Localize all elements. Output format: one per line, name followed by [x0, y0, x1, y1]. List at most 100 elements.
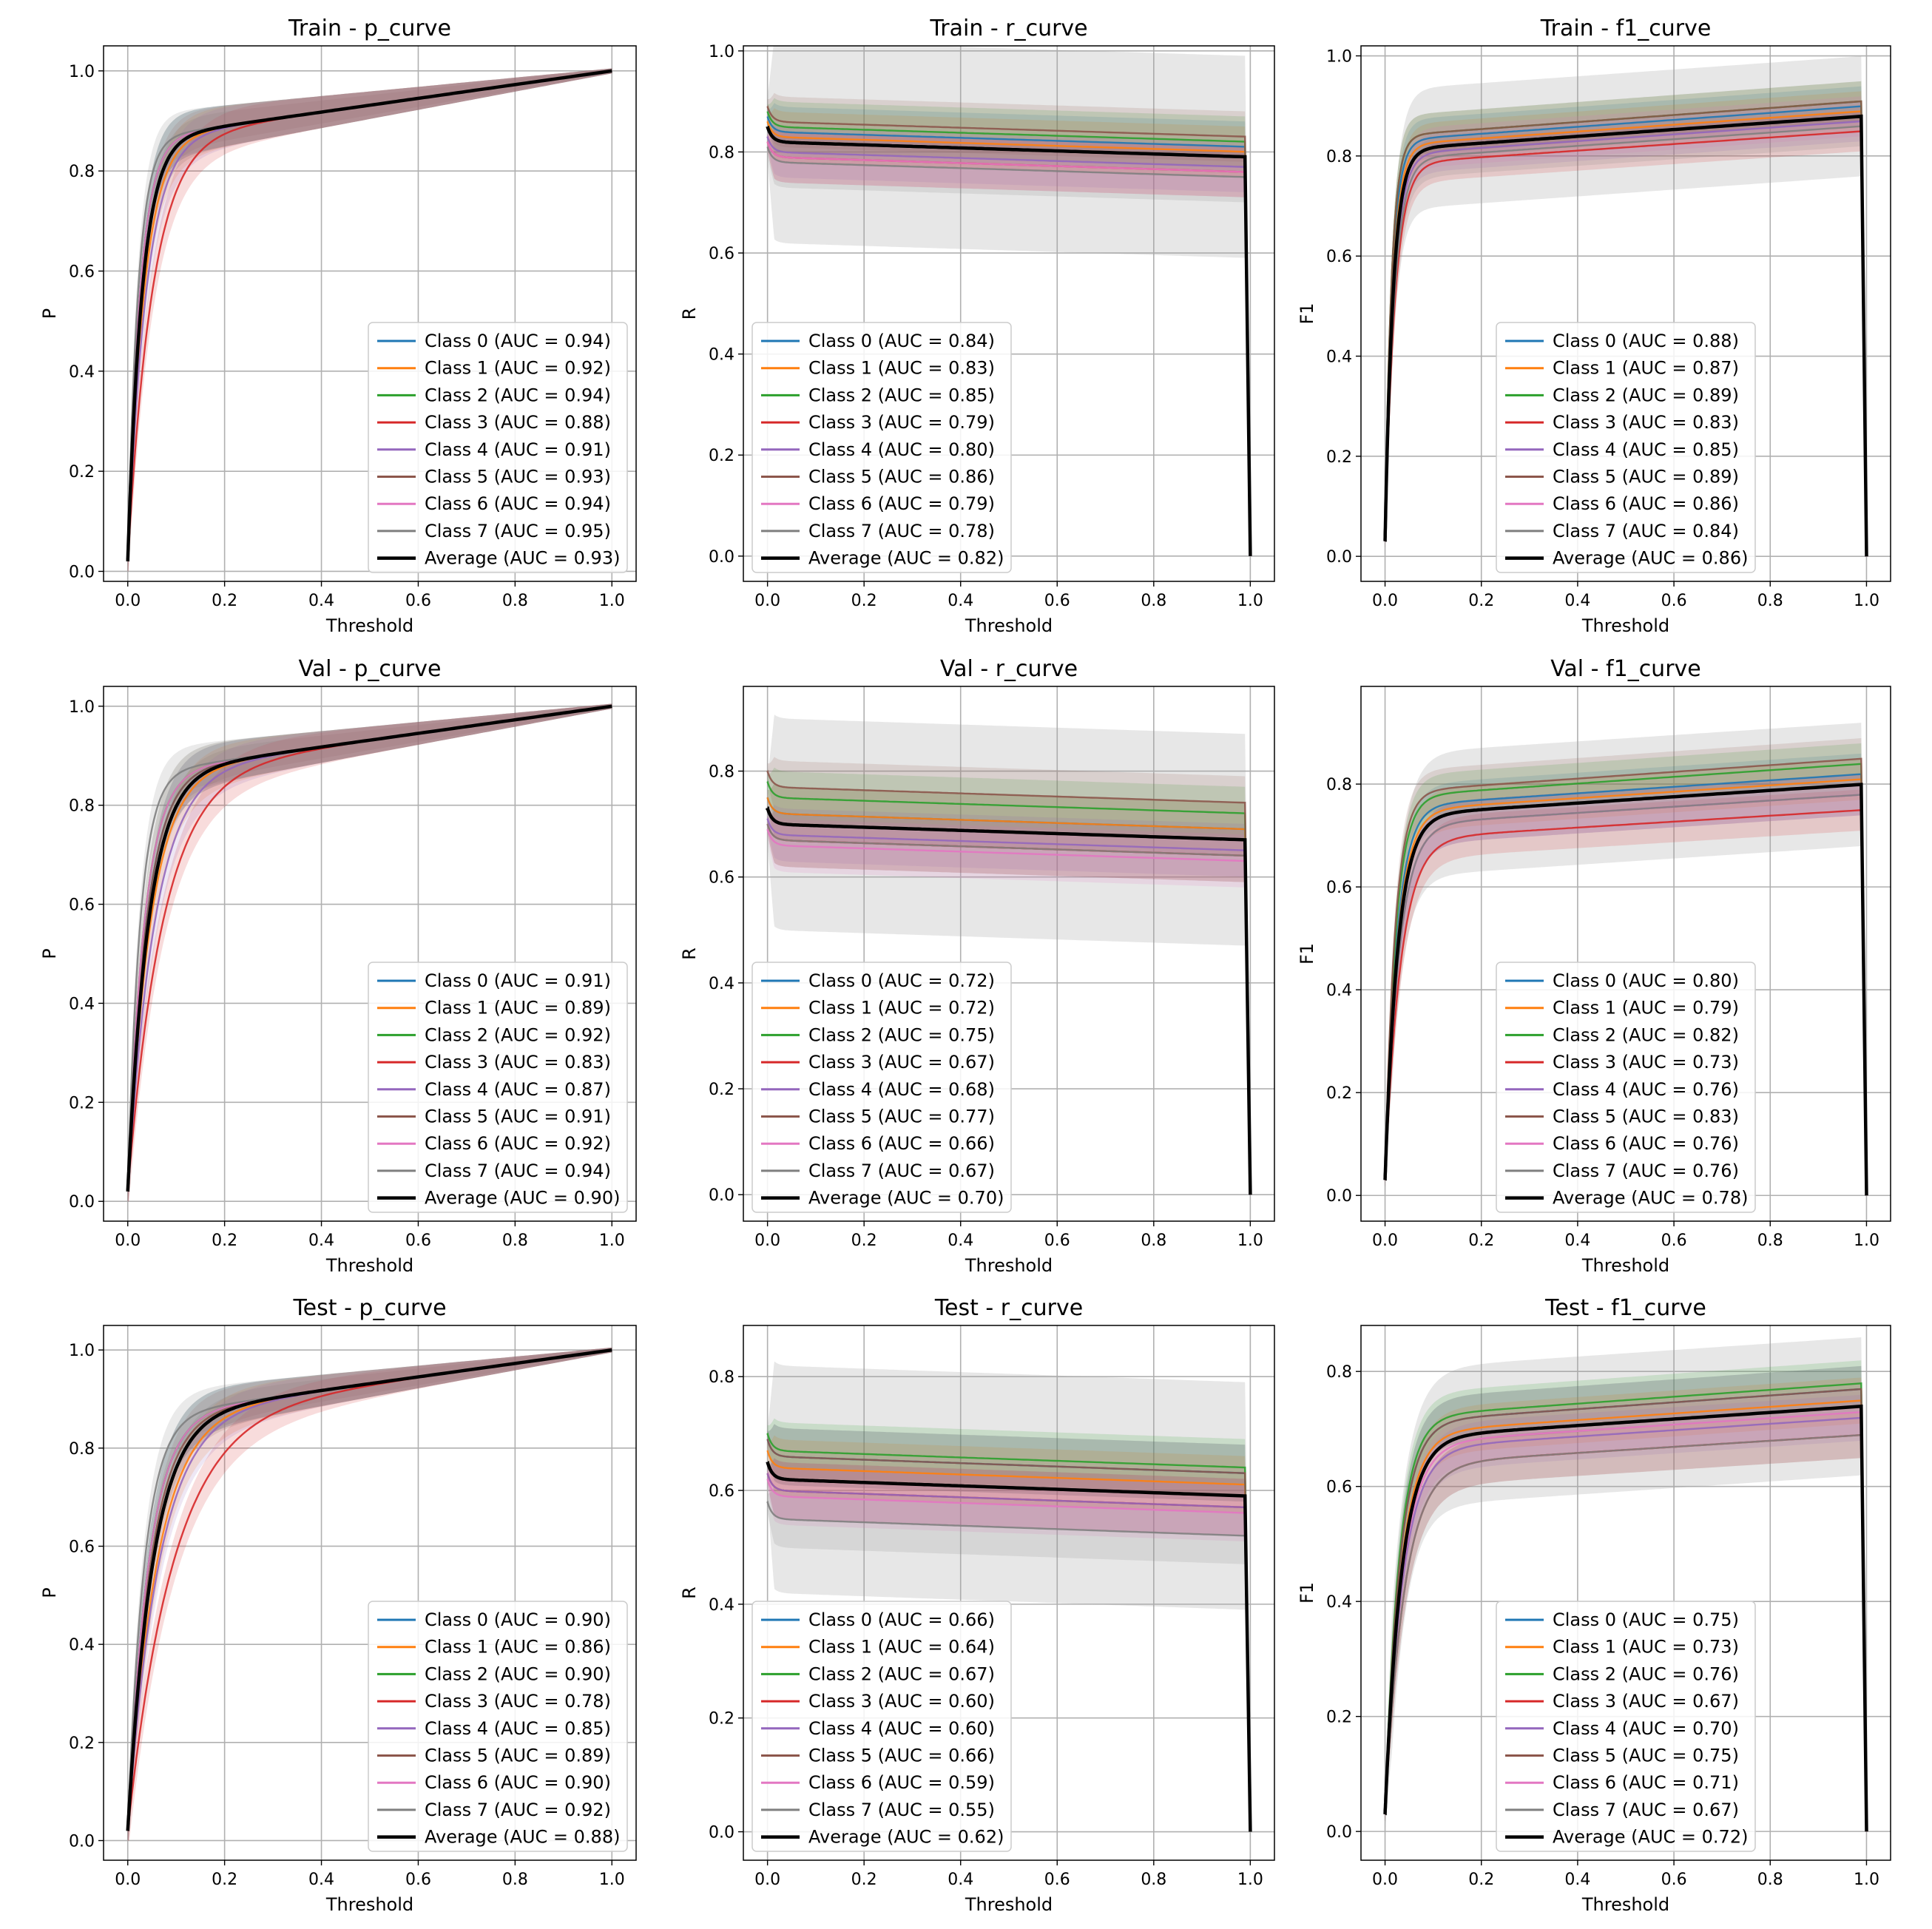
class-7-band [1385, 1412, 1867, 1832]
y-tick-label: 0.0 [1326, 1823, 1352, 1842]
legend-label-class-3: Class 3 (AUC = 0.78) [425, 1691, 611, 1712]
legend-box [1496, 962, 1756, 1213]
legend-box [1496, 1601, 1756, 1852]
legend-box [368, 1601, 628, 1852]
y-axis-label: R [679, 308, 700, 320]
y-tick-label: 0.8 [69, 797, 95, 816]
class-7-line [766, 146, 1252, 556]
legend-label-average: Average (AUC = 0.88) [425, 1827, 620, 1848]
x-tick-label: 0.8 [1757, 592, 1783, 610]
y-axis-label: P [39, 948, 60, 959]
legend-label-class-5: Class 5 (AUC = 0.93) [425, 467, 611, 487]
class-1-line [766, 797, 1252, 1195]
legend-label-class-2: Class 2 (AUC = 0.92) [425, 1024, 611, 1045]
average-line [1383, 1404, 1868, 1832]
legend-label-class-6: Class 6 (AUC = 0.94) [425, 493, 611, 514]
legend-label-class-6: Class 6 (AUC = 0.92) [425, 1133, 611, 1154]
legend-label-class-1: Class 1 (AUC = 0.87) [1553, 358, 1739, 379]
legend-label-class-3: Class 3 (AUC = 0.83) [1553, 412, 1739, 433]
series-layer [766, 1361, 1252, 1832]
y-tick-label: 0.2 [69, 1734, 95, 1753]
class-7-line [1384, 1433, 1868, 1832]
legend-label-class-0: Class 0 (AUC = 0.75) [1553, 1609, 1739, 1630]
y-tick-label: 0.2 [709, 447, 734, 465]
legend-label-class-4: Class 4 (AUC = 0.85) [425, 1718, 611, 1739]
legend-label-class-2: Class 2 (AUC = 0.75) [808, 1024, 995, 1045]
legend-label-class-4: Class 4 (AUC = 0.70) [1553, 1718, 1739, 1739]
x-tick-label: 1.0 [599, 592, 625, 610]
class-5-band [1385, 738, 1867, 1196]
legend: Class 0 (AUC = 0.66) Class 1 (AUC = 0.64)… [751, 1601, 1012, 1852]
legend-label-class-6: Class 6 (AUC = 0.79) [808, 493, 995, 514]
x-tick-label: 0.6 [405, 1232, 431, 1250]
y-tick-label: 0.6 [69, 1538, 95, 1556]
x-tick-label: 0.0 [754, 1871, 780, 1889]
class-5-line [766, 1438, 1252, 1832]
y-tick-label: 0.8 [709, 143, 734, 162]
axes-frame [103, 686, 637, 1222]
class-0-band [767, 1424, 1251, 1832]
y-tick-label: 0.8 [69, 1440, 95, 1459]
average-line [1383, 783, 1868, 1196]
legend-box [1496, 322, 1756, 573]
legend-label-class-0: Class 0 (AUC = 0.72) [808, 970, 995, 991]
y-tick-label: 0.8 [709, 1368, 734, 1387]
legend-label-class-5: Class 5 (AUC = 0.86) [808, 467, 995, 487]
axes-frame [103, 1325, 637, 1861]
legend-label-class-4: Class 4 (AUC = 0.68) [808, 1079, 995, 1100]
x-tick-label: 0.4 [948, 592, 973, 610]
x-tick-label: 0.2 [212, 592, 237, 610]
axes-frame [743, 686, 1275, 1222]
class-6-line [766, 828, 1252, 1195]
class-5-band [1385, 81, 1867, 557]
legend-label-average: Average (AUC = 0.70) [808, 1188, 1004, 1209]
x-tick-label: 1.0 [1237, 592, 1263, 610]
x-axis-label: Threshold [1581, 615, 1669, 636]
class-3-band [1385, 789, 1867, 1196]
legend-label-class-7: Class 7 (AUC = 0.94) [425, 1161, 611, 1181]
x-axis-label: Threshold [965, 1894, 1053, 1915]
legend: Class 0 (AUC = 0.80) Class 1 (AUC = 0.79)… [1496, 962, 1756, 1213]
series-layer [766, 714, 1252, 1195]
legend-label-class-4: Class 4 (AUC = 0.85) [1553, 439, 1739, 460]
x-axis-label: Threshold [1581, 1255, 1669, 1276]
legend-label-class-0: Class 0 (AUC = 0.91) [425, 970, 611, 991]
legend-label-average: Average (AUC = 0.90) [425, 1188, 620, 1209]
axes-frame [103, 45, 637, 582]
class-1-line [766, 121, 1252, 556]
legend-label-class-1: Class 1 (AUC = 0.64) [808, 1637, 995, 1658]
legend-label-class-7: Class 7 (AUC = 0.92) [425, 1800, 611, 1820]
legend-box [751, 962, 1012, 1213]
class-4-line [766, 817, 1252, 1195]
legend-label-class-0: Class 0 (AUC = 0.94) [425, 331, 611, 351]
average-line [766, 125, 1252, 556]
subplot-train-f1: 0.0 0.2 0.4 0.6 0.8 1.0 0.0 0.2 0.4 0.6 0.8 1.0 Trai… [1297, 16, 1891, 636]
legend-label-class-5: Class 5 (AUC = 0.75) [1553, 1746, 1739, 1766]
x-tick-label: 0.2 [212, 1871, 237, 1889]
class-7-line [766, 823, 1252, 1195]
legend-label-class-4: Class 4 (AUC = 0.76) [1553, 1079, 1739, 1100]
class-5-band [767, 92, 1251, 556]
series-layer [1383, 56, 1868, 557]
y-tick-label: 0.4 [1326, 982, 1352, 1000]
legend-label-class-5: Class 5 (AUC = 0.77) [808, 1107, 995, 1127]
subplot-val-f1: 0.0 0.2 0.4 0.6 0.8 1.0 0.0 0.2 0.4 0.6 0.8 Val - f… [1297, 656, 1891, 1276]
legend-label-class-2: Class 2 (AUC = 0.85) [808, 385, 995, 405]
legend-label-class-3: Class 3 (AUC = 0.60) [808, 1691, 995, 1712]
subplot-val-p: 0.0 0.2 0.4 0.6 0.8 1.0 0.0 0.2 0.4 0.6 0.8 1.0 Val … [39, 656, 637, 1276]
series-layer [1383, 1337, 1868, 1832]
class-7-line [766, 1501, 1252, 1832]
class-5-line [1384, 757, 1868, 1196]
class-2-line [766, 110, 1252, 556]
legend-label-class-5: Class 5 (AUC = 0.91) [425, 1107, 611, 1127]
class-2-band [1385, 81, 1867, 557]
y-tick-label: 0.0 [1326, 1187, 1352, 1206]
x-axis-label: Threshold [965, 615, 1053, 636]
legend-label-class-2: Class 2 (AUC = 0.82) [1553, 1024, 1739, 1045]
y-tick-label: 0.6 [1326, 879, 1352, 897]
legend-label-class-7: Class 7 (AUC = 0.84) [1553, 521, 1739, 541]
y-axis-label: R [679, 947, 700, 960]
x-tick-label: 0.2 [851, 592, 877, 610]
legend-label-average: Average (AUC = 0.93) [425, 548, 620, 569]
